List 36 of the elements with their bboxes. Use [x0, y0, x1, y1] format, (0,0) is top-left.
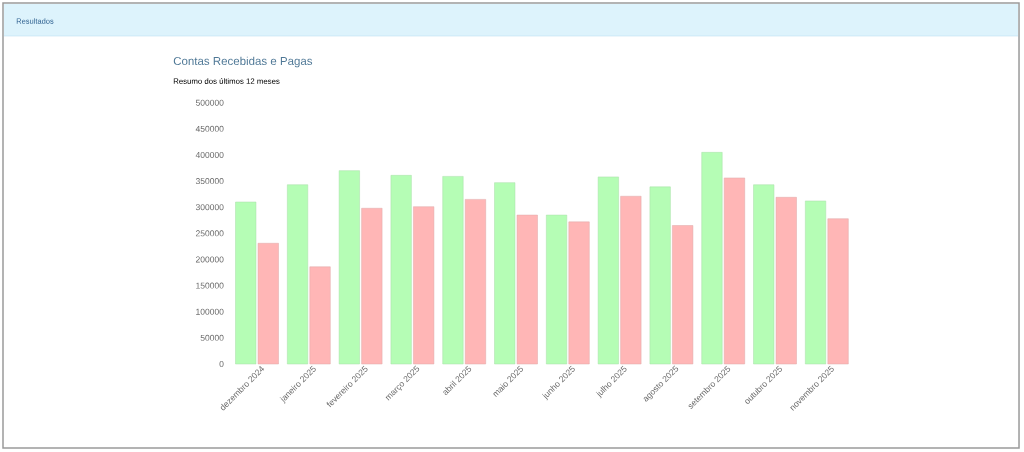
bar [257, 243, 279, 365]
bar [413, 206, 435, 365]
bar [546, 214, 568, 365]
bar [442, 176, 464, 365]
bar [309, 266, 331, 365]
bar [701, 152, 723, 365]
bar [827, 218, 849, 365]
bar [723, 177, 745, 365]
bar [649, 186, 671, 365]
bar [390, 175, 412, 365]
bar [516, 214, 538, 365]
y-tick-label: 200000 [195, 256, 224, 263]
y-tick-label: 50000 [200, 334, 224, 341]
y-tick-label: 500000 [195, 99, 224, 106]
bar [775, 197, 797, 365]
bar [361, 208, 383, 365]
y-tick-label: 300000 [195, 204, 224, 211]
bar [753, 184, 775, 365]
bar [805, 200, 827, 365]
bar [338, 170, 360, 365]
bar [672, 225, 694, 365]
y-tick-label: 150000 [196, 282, 224, 289]
y-tick-label: 400000 [195, 151, 224, 158]
y-tick-label: 100000 [196, 308, 224, 315]
bar [597, 176, 619, 365]
y-tick-label: 350000 [195, 178, 224, 185]
y-tick-label: 450000 [195, 125, 224, 132]
bar [568, 221, 590, 365]
bar [235, 201, 257, 365]
bar [494, 182, 516, 365]
y-tick-label: 250000 [195, 230, 224, 237]
chart-title: Contas Recebidas e Pagas [173, 56, 313, 68]
bar [464, 199, 486, 365]
y-tick-label: 0 [219, 361, 224, 367]
bar [287, 184, 309, 365]
bar [620, 195, 642, 365]
